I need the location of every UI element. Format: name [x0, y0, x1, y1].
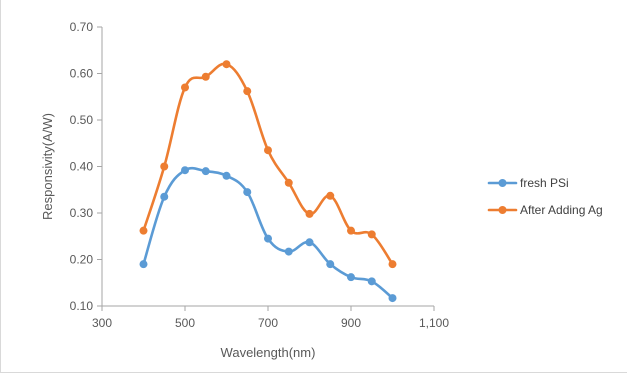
data-point — [347, 273, 355, 282]
legend-item-after-adding-ag: After Adding Ag — [487, 203, 603, 217]
data-point — [139, 226, 148, 235]
data-point — [367, 230, 376, 239]
data-point — [243, 188, 252, 197]
data-point — [388, 260, 397, 269]
data-point — [388, 294, 397, 303]
data-point — [305, 209, 314, 218]
data-point — [243, 87, 252, 96]
data-point — [284, 247, 293, 256]
x-tick-label: 500 — [175, 316, 195, 330]
y-tick-label: 0.50 — [70, 113, 94, 127]
data-point — [139, 260, 148, 269]
data-point — [201, 167, 210, 176]
y-tick-label: 0.10 — [70, 299, 94, 313]
series-layer — [139, 60, 397, 303]
data-point — [367, 277, 376, 286]
x-axis-title: Wavelength(nm) — [221, 345, 316, 360]
data-point — [222, 171, 231, 180]
data-point — [347, 226, 355, 235]
legend-marker — [498, 206, 507, 214]
data-point — [326, 191, 335, 200]
data-point — [305, 238, 314, 247]
data-point — [264, 234, 272, 243]
y-tick-label: 0.40 — [70, 160, 94, 174]
y-tick-label: 0.20 — [70, 253, 94, 267]
series-line — [142, 62, 394, 266]
y-tick-label: 0.30 — [70, 206, 94, 220]
x-tick-label: 300 — [92, 316, 112, 330]
x-tick-label: 1,100 — [419, 316, 449, 330]
legend-label: fresh PSi — [520, 176, 569, 190]
data-point — [284, 178, 293, 187]
x-tick-label: 900 — [341, 316, 361, 330]
data-point — [181, 83, 189, 92]
data-point — [222, 60, 231, 69]
y-axis-title: Responsivity(A/W) — [40, 113, 55, 220]
x-axis: 300 500 700 900 1,100 — [92, 305, 449, 330]
legend-item-fresh-psi: fresh PSi — [487, 176, 569, 190]
y-tick-label: 0.70 — [70, 20, 94, 34]
x-tick-label: 700 — [258, 316, 278, 330]
series-after-adding-ag — [139, 60, 397, 269]
data-point — [160, 162, 169, 171]
data-point — [201, 72, 210, 81]
data-point — [264, 146, 272, 155]
data-point — [326, 260, 335, 269]
series-fresh-psi — [139, 166, 397, 303]
legend-label: After Adding Ag — [520, 203, 603, 217]
y-axis: 0.10 0.20 0.30 0.40 0.50 0.60 0.70 — [70, 20, 103, 313]
y-tick-label: 0.60 — [70, 67, 94, 81]
data-point — [160, 192, 169, 201]
legend: fresh PSi After Adding Ag — [487, 176, 603, 217]
data-point — [181, 166, 189, 175]
legend-marker — [498, 179, 507, 187]
